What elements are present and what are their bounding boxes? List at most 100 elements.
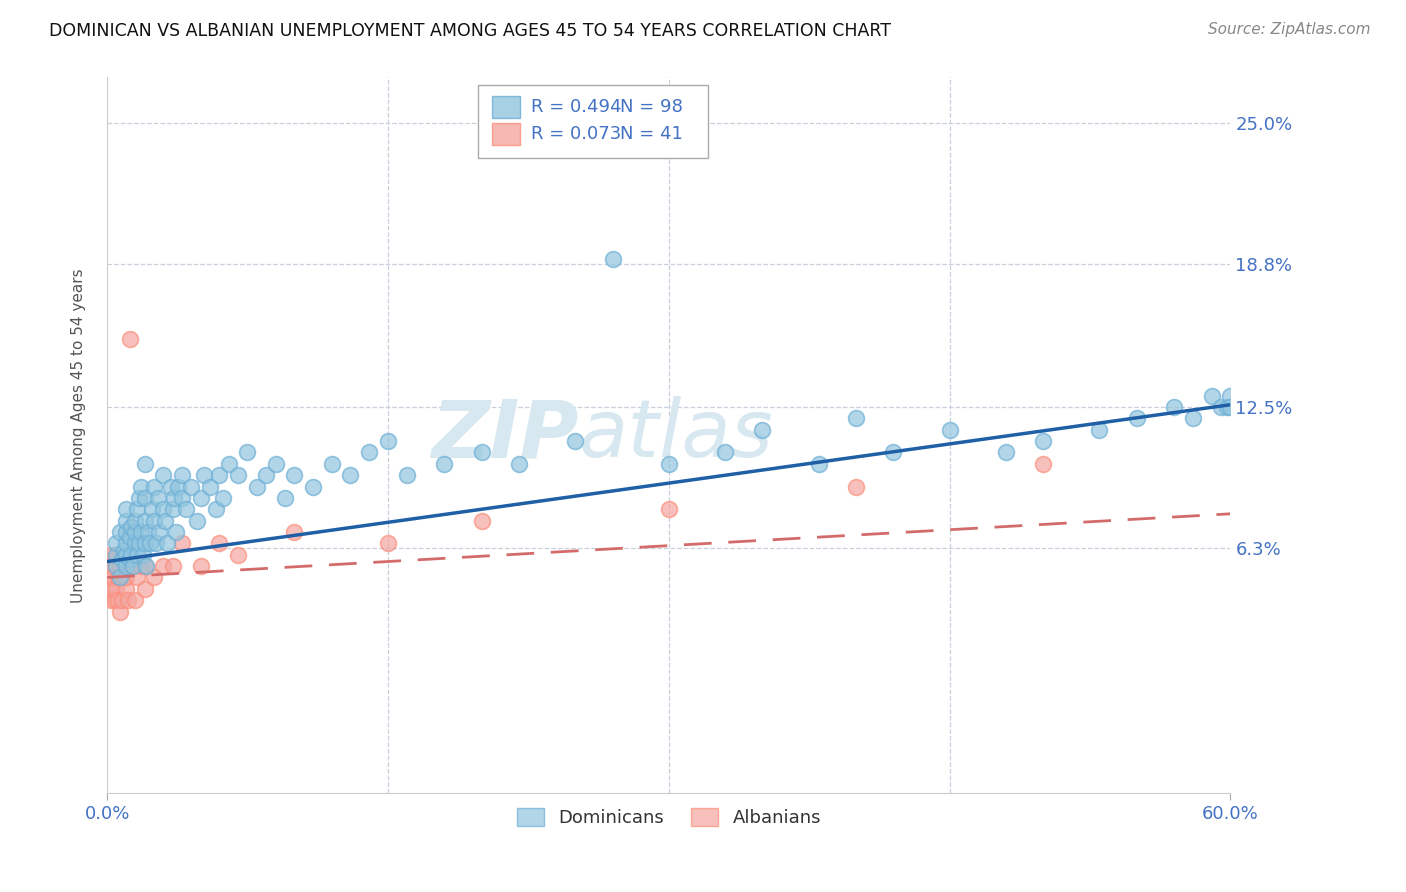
Point xyxy=(96,559,118,574)
Legend: Dominicans, Albanians: Dominicans, Albanians xyxy=(509,801,828,834)
Point xyxy=(108,605,131,619)
Point xyxy=(152,559,174,574)
Point xyxy=(120,548,142,562)
Point xyxy=(152,502,174,516)
Point xyxy=(142,570,165,584)
Text: Source: ZipAtlas.com: Source: ZipAtlas.com xyxy=(1208,22,1371,37)
Point xyxy=(170,491,193,505)
Point xyxy=(470,514,492,528)
Point xyxy=(283,524,305,539)
Point xyxy=(602,252,624,267)
Point xyxy=(120,520,142,534)
Point xyxy=(845,411,868,425)
Text: N = 41: N = 41 xyxy=(620,125,683,143)
Point xyxy=(254,468,277,483)
Point xyxy=(218,457,240,471)
Point xyxy=(108,570,131,584)
Point xyxy=(131,548,153,562)
Point xyxy=(1032,434,1054,448)
Point xyxy=(124,514,146,528)
Point xyxy=(134,559,156,574)
Point xyxy=(845,479,868,493)
Point xyxy=(1219,400,1241,414)
Point xyxy=(134,491,156,505)
FancyBboxPatch shape xyxy=(492,96,520,118)
Point xyxy=(564,434,586,448)
Point xyxy=(163,491,186,505)
Point xyxy=(204,502,226,516)
Point xyxy=(108,559,131,574)
Point xyxy=(1088,423,1111,437)
Point xyxy=(1219,389,1241,403)
Point xyxy=(508,457,530,471)
Point xyxy=(1163,400,1185,414)
Point xyxy=(264,457,287,471)
Point xyxy=(108,524,131,539)
Point xyxy=(134,582,156,596)
Point xyxy=(101,582,124,596)
Point xyxy=(1126,411,1149,425)
Point xyxy=(128,491,150,505)
Point xyxy=(114,536,136,550)
Point xyxy=(124,536,146,550)
Point xyxy=(125,548,148,562)
Point xyxy=(1201,389,1223,403)
Point xyxy=(129,524,152,539)
Point xyxy=(114,570,136,584)
Point xyxy=(122,559,145,574)
Point xyxy=(321,457,343,471)
Point xyxy=(246,479,269,493)
Point xyxy=(105,536,128,550)
Point xyxy=(302,479,325,493)
Point xyxy=(170,468,193,483)
Point xyxy=(97,582,120,596)
Point xyxy=(283,468,305,483)
Point xyxy=(128,536,150,550)
Point xyxy=(658,457,681,471)
Point xyxy=(193,468,215,483)
Point xyxy=(120,559,142,574)
Point xyxy=(96,570,118,584)
Point xyxy=(129,559,152,574)
Point xyxy=(124,593,146,607)
Point xyxy=(165,524,187,539)
Point xyxy=(112,570,135,584)
Point xyxy=(1215,400,1237,414)
Point xyxy=(208,536,231,550)
Point xyxy=(111,552,134,566)
Point xyxy=(433,457,456,471)
Point xyxy=(114,548,136,562)
Point xyxy=(751,423,773,437)
Text: atlas: atlas xyxy=(579,396,773,475)
Point xyxy=(174,502,197,516)
Point xyxy=(134,514,156,528)
Point xyxy=(117,593,139,607)
FancyBboxPatch shape xyxy=(478,85,709,158)
Point xyxy=(658,502,681,516)
Point xyxy=(112,543,135,558)
Point xyxy=(190,491,212,505)
Point xyxy=(125,502,148,516)
Point xyxy=(107,593,129,607)
Y-axis label: Unemployment Among Ages 45 to 54 years: Unemployment Among Ages 45 to 54 years xyxy=(72,268,86,603)
Point xyxy=(226,468,249,483)
Point xyxy=(139,536,162,550)
Point xyxy=(118,529,141,543)
Point xyxy=(124,524,146,539)
Point xyxy=(105,582,128,596)
Point xyxy=(938,423,960,437)
Point xyxy=(146,491,169,505)
Point xyxy=(125,570,148,584)
Point xyxy=(162,502,184,516)
Point xyxy=(377,434,399,448)
Point xyxy=(152,468,174,483)
Point xyxy=(226,548,249,562)
Point xyxy=(236,445,259,459)
Point xyxy=(142,479,165,493)
Point xyxy=(100,593,122,607)
FancyBboxPatch shape xyxy=(492,123,520,145)
Text: DOMINICAN VS ALBANIAN UNEMPLOYMENT AMONG AGES 45 TO 54 YEARS CORRELATION CHART: DOMINICAN VS ALBANIAN UNEMPLOYMENT AMONG… xyxy=(49,22,891,40)
Text: R = 0.073: R = 0.073 xyxy=(530,125,621,143)
Point xyxy=(359,445,381,459)
Point xyxy=(470,445,492,459)
